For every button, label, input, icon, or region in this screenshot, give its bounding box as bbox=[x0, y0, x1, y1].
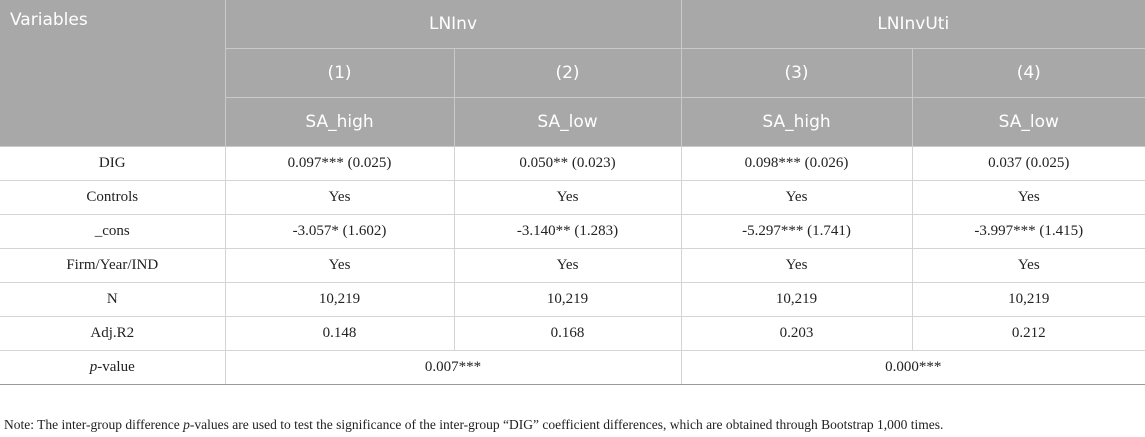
table-cell: 0.050** (0.023) bbox=[454, 146, 682, 181]
sample-header: SA_low bbox=[912, 97, 1145, 147]
row-label: p-value bbox=[0, 350, 226, 385]
pvalue-cell-lninv: 0.007*** bbox=[225, 350, 682, 385]
table-row: DIG 0.097*** (0.025) 0.050** (0.023) 0.0… bbox=[0, 146, 1145, 181]
table-cell: Yes bbox=[912, 248, 1145, 283]
table-cell: 0.098*** (0.026) bbox=[681, 146, 913, 181]
table-cell: Yes bbox=[454, 180, 682, 215]
row-label: N bbox=[0, 282, 226, 317]
table-note: Note: The inter-group difference p-value… bbox=[4, 417, 943, 433]
row-label: _cons bbox=[0, 214, 226, 249]
row-label: Controls bbox=[0, 180, 226, 215]
table-row: N 10,219 10,219 10,219 10,219 bbox=[0, 282, 1145, 317]
note-prefix: Note: The inter-group difference bbox=[4, 417, 184, 432]
table-row: _cons -3.057* (1.602) -3.140** (1.283) -… bbox=[0, 214, 1145, 249]
group-header-lninv: LNInv bbox=[225, 0, 682, 49]
note-suffix: -values are used to test the significanc… bbox=[189, 417, 944, 432]
header-row-groups: Variables LNInv LNInvUti bbox=[0, 0, 1145, 147]
table-cell: -3.057* (1.602) bbox=[225, 214, 455, 249]
table-cell: 0.168 bbox=[454, 316, 682, 351]
table-cell: Yes bbox=[681, 248, 913, 283]
regression-table: Variables LNInv LNInvUti (1) (2) (3) (4)… bbox=[0, 0, 1145, 385]
row-label: Adj.R2 bbox=[0, 316, 226, 351]
table-cell: Yes bbox=[225, 180, 455, 215]
p-suffix: -value bbox=[97, 359, 135, 375]
model-header: (1) bbox=[225, 48, 455, 98]
variables-header: Variables bbox=[0, 0, 226, 147]
model-header: (2) bbox=[454, 48, 682, 98]
table-cell: -3.997*** (1.415) bbox=[912, 214, 1145, 249]
row-label: Firm/Year/IND bbox=[0, 248, 226, 283]
table-row: Adj.R2 0.148 0.168 0.203 0.212 bbox=[0, 316, 1145, 351]
header-row-samples: SA_high SA_low SA_high SA_low bbox=[0, 97, 1145, 147]
table-cell: -5.297*** (1.741) bbox=[681, 214, 913, 249]
model-header: (3) bbox=[681, 48, 913, 98]
model-header: (4) bbox=[912, 48, 1145, 98]
row-label: DIG bbox=[0, 146, 226, 181]
table-cell: 10,219 bbox=[225, 282, 455, 317]
group-header-lninvuti: LNInvUti bbox=[681, 0, 1145, 49]
table-cell: Yes bbox=[681, 180, 913, 215]
sample-header: SA_high bbox=[225, 97, 455, 147]
p-italic: p bbox=[89, 359, 98, 375]
pvalue-row: p-value 0.007*** 0.000*** bbox=[0, 350, 1145, 385]
header-row-models: (1) (2) (3) (4) bbox=[0, 48, 1145, 98]
table-cell: Yes bbox=[912, 180, 1145, 215]
pvalue-cell-lninvuti: 0.000*** bbox=[681, 350, 1145, 385]
table-cell: 10,219 bbox=[454, 282, 682, 317]
table-cell: 0.203 bbox=[681, 316, 913, 351]
note-p-italic: p bbox=[183, 417, 190, 432]
table-cell: Yes bbox=[454, 248, 682, 283]
table-cell: 0.097*** (0.025) bbox=[225, 146, 455, 181]
table-cell: 0.037 (0.025) bbox=[912, 146, 1145, 181]
sample-header: SA_low bbox=[454, 97, 682, 147]
table-cell: 10,219 bbox=[681, 282, 913, 317]
sample-header: SA_high bbox=[681, 97, 913, 147]
table-cell: Yes bbox=[225, 248, 455, 283]
table-cell: -3.140** (1.283) bbox=[454, 214, 682, 249]
table-cell: 10,219 bbox=[912, 282, 1145, 317]
table-row: Controls Yes Yes Yes Yes bbox=[0, 180, 1145, 215]
table-row: Firm/Year/IND Yes Yes Yes Yes bbox=[0, 248, 1145, 283]
table-cell: 0.148 bbox=[225, 316, 455, 351]
table-cell: 0.212 bbox=[912, 316, 1145, 351]
